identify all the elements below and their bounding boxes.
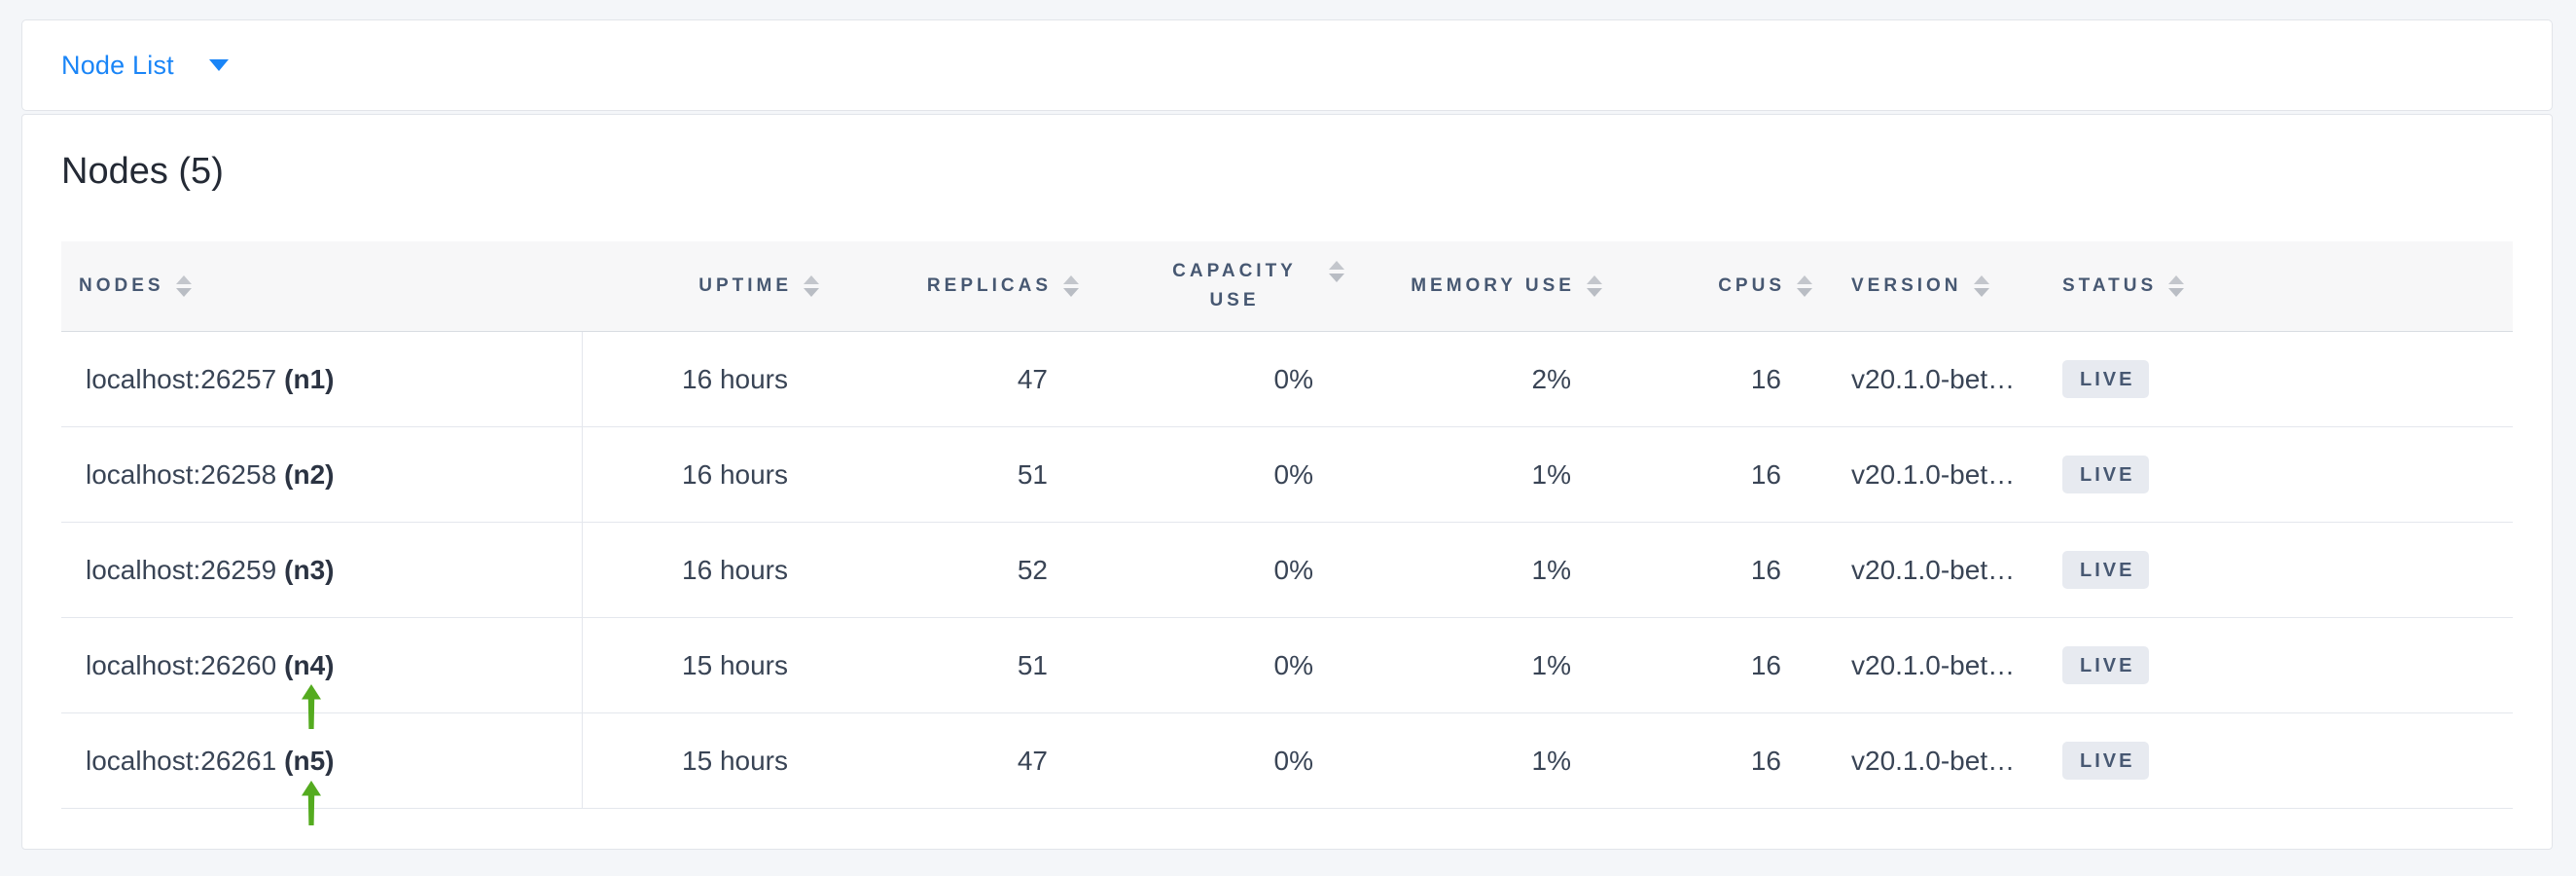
nodes-table: NODES UPTIME REPLICAS (61, 240, 2513, 810)
sort-icon (804, 274, 819, 297)
node-id: (n2) (284, 458, 335, 490)
column-header-cpus[interactable]: CPUS (1606, 240, 1816, 333)
uptime-cell: 15 hours (582, 712, 823, 810)
node-address: localhost:26259 (86, 554, 277, 585)
page-title: Nodes (5) (61, 151, 224, 192)
replicas-cell: 47 (823, 331, 1083, 428)
capacity-use-cell: 0% (1083, 426, 1348, 524)
memory-use-cell: 1% (1348, 522, 1606, 619)
version-cell: v20.1.0-bet… (1816, 617, 2049, 714)
cpus-cell: 16 (1606, 426, 1816, 524)
capacity-use-cell: 0% (1083, 712, 1348, 810)
column-header-replicas[interactable]: REPLICAS (823, 240, 1083, 333)
status-cell: LIVE (2049, 426, 2513, 524)
memory-use-cell: 1% (1348, 617, 1606, 714)
sort-icon (1587, 274, 1602, 297)
column-header-memory-use-label: MEMORY USE (1411, 274, 1575, 296)
version-cell: v20.1.0-bet… (1816, 331, 2049, 428)
replicas-cell: 51 (823, 426, 1083, 524)
table-row-n4: localhost:26260 (n4) 15 hours 51 0% 1% 16… (61, 617, 2513, 714)
memory-use-cell: 1% (1348, 712, 1606, 810)
node-id: (n4) (284, 649, 335, 680)
node-address: localhost:26258 (86, 458, 277, 490)
version-cell: v20.1.0-bet… (1816, 522, 2049, 619)
capacity-use-cell: 0% (1083, 331, 1348, 428)
table-row-n5: localhost:26261 (n5) 15 hours 47 0% 1% 16… (61, 712, 2513, 810)
replicas-cell: 47 (823, 712, 1083, 810)
node-id: (n3) (284, 554, 335, 585)
green-arrow-up-icon-n5 (302, 781, 321, 825)
capacity-use-cell: 0% (1083, 617, 1348, 714)
caret-down-icon (208, 59, 229, 71)
node-id: (n5) (284, 745, 335, 776)
status-cell: LIVE (2049, 331, 2513, 428)
uptime-cell: 16 hours (582, 331, 823, 428)
cpus-cell: 16 (1606, 712, 1816, 810)
sort-icon (1063, 274, 1079, 297)
status-badge: LIVE (2062, 456, 2150, 494)
sort-icon (1329, 261, 1344, 283)
column-header-version[interactable]: VERSION (1816, 240, 2049, 333)
node-address-cell: localhost:26257 (n1) (61, 331, 583, 428)
column-header-cpus-label: CPUS (1718, 274, 1785, 296)
column-header-capacity-use-label: CAPACITY USE (1172, 261, 1297, 310)
status-badge: LIVE (2062, 360, 2150, 399)
table-row-n1: localhost:26257 (n1) 16 hours 47 0% 2% 16… (61, 331, 2513, 428)
node-address-cell: localhost:26258 (n2) (61, 426, 583, 524)
node-list-dropdown[interactable]: Node List (61, 51, 229, 81)
cpus-cell: 16 (1606, 617, 1816, 714)
table-header-row: NODES UPTIME REPLICAS (61, 240, 2513, 333)
capacity-use-cell: 0% (1083, 522, 1348, 619)
sort-icon (1797, 274, 1812, 297)
column-header-memory-use[interactable]: MEMORY USE (1348, 240, 1606, 333)
column-header-uptime-label: UPTIME (698, 274, 792, 296)
column-header-status[interactable]: STATUS (2049, 240, 2513, 333)
node-address: localhost:26260 (86, 649, 277, 680)
column-header-nodes-label: NODES (79, 274, 164, 296)
nodes-card: Nodes (5) NODES UPTIME (21, 114, 2553, 850)
status-badge: LIVE (2062, 742, 2150, 781)
node-id: (n1) (284, 363, 335, 394)
replicas-cell: 51 (823, 617, 1083, 714)
status-badge: LIVE (2062, 551, 2150, 590)
uptime-cell: 16 hours (582, 522, 823, 619)
column-header-replicas-label: REPLICAS (926, 274, 1052, 296)
cpus-cell: 16 (1606, 331, 1816, 428)
column-header-capacity-use[interactable]: CAPACITY USE (1083, 240, 1348, 333)
sort-icon (175, 274, 192, 297)
status-cell: LIVE (2049, 522, 2513, 619)
node-address: localhost:26257 (86, 363, 277, 394)
replicas-cell: 52 (823, 522, 1083, 619)
cpus-cell: 16 (1606, 522, 1816, 619)
uptime-cell: 15 hours (582, 617, 823, 714)
green-arrow-up-icon-n4 (302, 684, 321, 729)
uptime-cell: 16 hours (582, 426, 823, 524)
node-address-cell: localhost:26261 (n5) (61, 712, 583, 810)
node-address: localhost:26261 (86, 745, 277, 776)
table-row-n3: localhost:26259 (n3) 16 hours 52 0% 1% 16… (61, 522, 2513, 619)
memory-use-cell: 2% (1348, 331, 1606, 428)
node-address-cell: localhost:26260 (n4) (61, 617, 583, 714)
sort-icon (1973, 274, 1989, 297)
status-cell: LIVE (2049, 617, 2513, 714)
column-header-status-label: STATUS (2062, 274, 2158, 296)
column-header-nodes[interactable]: NODES (61, 240, 582, 333)
version-cell: v20.1.0-bet… (1816, 426, 2049, 524)
version-cell: v20.1.0-bet… (1816, 712, 2049, 810)
node-address-cell: localhost:26259 (n3) (61, 522, 583, 619)
node-list-dropdown-label: Node List (61, 50, 174, 80)
column-header-uptime[interactable]: UPTIME (582, 240, 823, 333)
sort-icon (2168, 274, 2185, 297)
nav-bar: Node List (21, 19, 2553, 111)
column-header-version-label: VERSION (1851, 274, 1962, 296)
status-badge: LIVE (2062, 646, 2150, 685)
memory-use-cell: 1% (1348, 426, 1606, 524)
status-cell: LIVE (2049, 712, 2513, 810)
table-row-n2: localhost:26258 (n2) 16 hours 51 0% 1% 16… (61, 426, 2513, 524)
